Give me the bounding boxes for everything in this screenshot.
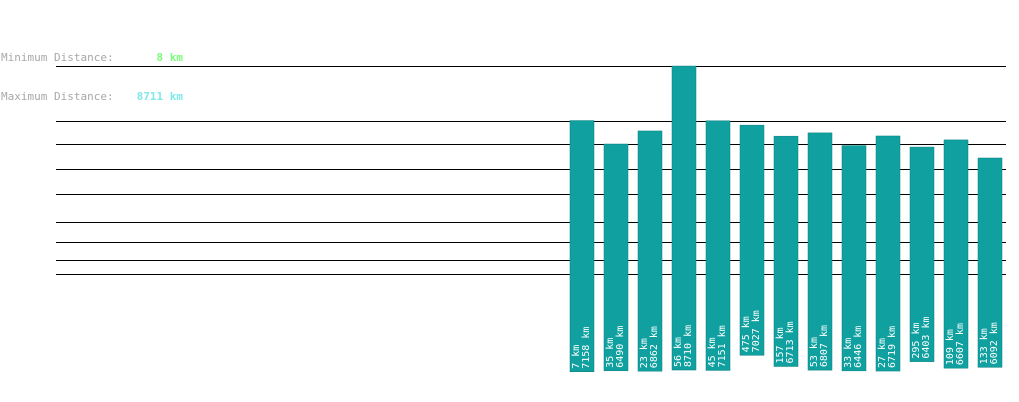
bar-max-label-7: 6713 km — [785, 321, 796, 363]
bar-min-label-12: 109 km — [945, 329, 956, 365]
bar-min-label-5: 45 km — [707, 337, 718, 367]
bar-1 — [569, 120, 595, 373]
bar-max-label-3: 6862 km — [649, 326, 660, 368]
minimum-distance-value: 8 km — [156, 51, 184, 64]
bar-max-label-4: 8710 km — [683, 325, 694, 367]
bar-group-12: 109 km 6607 km — [943, 139, 969, 369]
bar-min-label-13: 133 km — [979, 328, 990, 364]
bar-11 — [909, 146, 935, 362]
bar-min-label-11: 295 km — [911, 323, 922, 359]
bar-group-2: 35 km 6490 km — [603, 143, 629, 372]
maximum-distance-label: Maximum Distance: — [1, 90, 114, 103]
maximum-distance-value: 8711 km — [136, 90, 183, 103]
bar-min-label-2: 35 km — [605, 338, 616, 368]
maximum-distance-row: Maximum Distance: 8711 km — [1, 90, 183, 103]
bar-min-label-9: 33 km — [843, 338, 854, 368]
bar-12 — [943, 139, 969, 369]
minimum-distance-label: Minimum Distance: — [1, 51, 114, 64]
bar-max-label-8: 6807 km — [819, 325, 830, 367]
bar-10 — [875, 135, 901, 372]
bar-max-label-9: 6446 km — [853, 326, 864, 368]
bar-max-label-2: 6490 km — [615, 326, 626, 368]
bar-group-5: 45 km 7151 km — [705, 120, 731, 371]
bar-group-4: 56 km 8710 km — [671, 65, 697, 371]
bar-max-label-1: 7158 km — [581, 327, 592, 369]
minimum-distance-row: Minimum Distance: 8 km — [1, 51, 183, 64]
bar-group-10: 27 km 6719 km — [875, 135, 901, 372]
bar-min-label-3: 23 km — [639, 338, 650, 368]
bar-8 — [807, 132, 833, 371]
bar-group-9: 33 km 6446 km — [841, 145, 867, 372]
bar-3 — [637, 130, 663, 372]
bar-6 — [739, 124, 765, 356]
bar-max-label-10: 6719 km — [887, 326, 898, 368]
bar-group-7: 157 km 6713 km — [773, 135, 799, 367]
bar-min-label-1: 7 km — [571, 345, 582, 369]
bar-group-11: 295 km 6403 km — [909, 146, 935, 362]
bar-min-label-4: 56 km — [673, 337, 684, 367]
bar-max-label-6: 7027 km — [751, 310, 762, 352]
bar-group-13: 133 km 6092 km — [977, 157, 1003, 368]
bar-group-8: 53 km 6807 km — [807, 132, 833, 371]
bar-5 — [705, 120, 731, 371]
bar-max-label-5: 7151 km — [717, 325, 728, 367]
bar-4 — [671, 65, 697, 371]
bar-2 — [603, 143, 629, 372]
bar-9 — [841, 145, 867, 372]
bar-group-6: 475 km 7027 km — [739, 124, 765, 356]
bar-group-3: 23 km 6862 km — [637, 130, 663, 372]
distance-summary: Minimum Distance: 8 km Maximum Distance: 8… — [1, 25, 183, 116]
bar-min-label-6: 475 km — [741, 316, 752, 352]
bar-min-label-10: 27 km — [877, 338, 888, 368]
bar-max-label-11: 6403 km — [921, 316, 932, 358]
bar-13 — [977, 157, 1003, 368]
bar-7 — [773, 135, 799, 367]
bar-min-label-8: 53 km — [809, 337, 820, 367]
bar-max-label-12: 6607 km — [955, 323, 966, 365]
bar-group-1: 7 km 7158 km — [569, 120, 595, 373]
bar-max-label-13: 6092 km — [989, 322, 1000, 364]
bar-min-label-7: 157 km — [775, 327, 786, 363]
